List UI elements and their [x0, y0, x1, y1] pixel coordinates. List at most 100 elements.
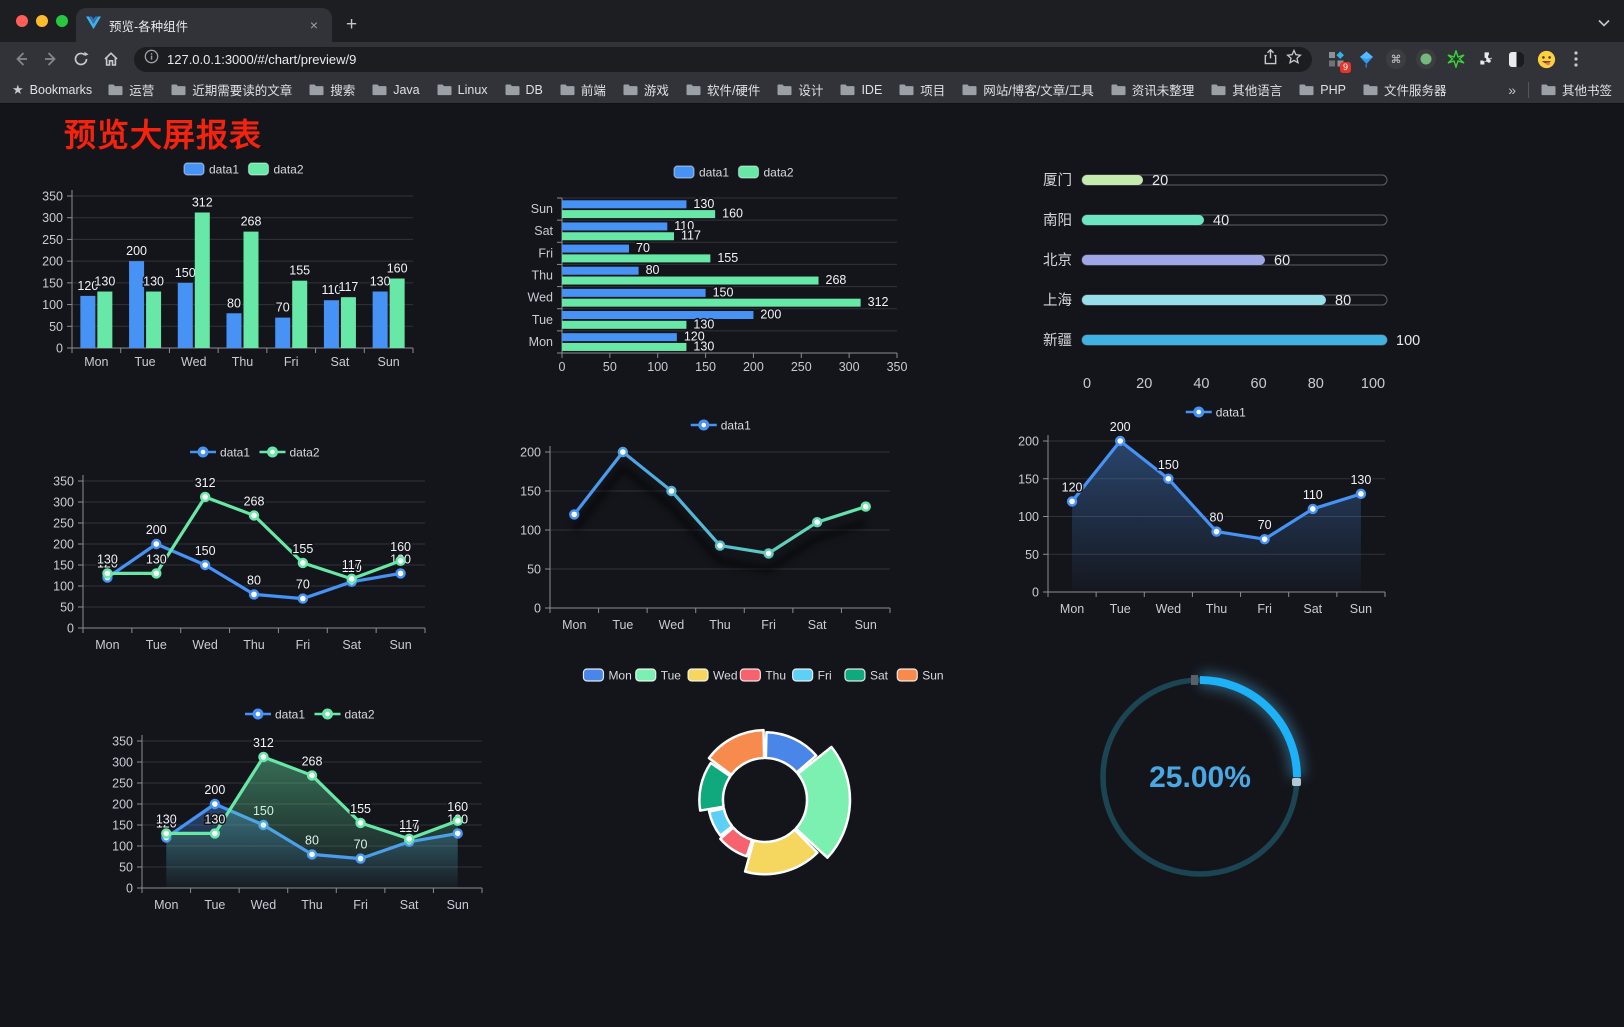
svg-text:130: 130 — [693, 317, 714, 331]
minimize-window-button[interactable] — [36, 15, 48, 27]
svg-text:Fri: Fri — [1257, 602, 1272, 616]
home-button[interactable] — [98, 46, 124, 72]
bookmark-folder[interactable]: 软件/硬件 — [686, 80, 760, 99]
bookmarks-overflow-chevron[interactable]: » — [1508, 81, 1516, 98]
svg-text:100: 100 — [647, 360, 668, 374]
bookmark-folder[interactable]: 设计 — [777, 80, 823, 99]
svg-text:Mon: Mon — [1060, 602, 1084, 616]
bookmark-folder[interactable]: 运营 — [108, 80, 154, 99]
svg-text:data1: data1 — [1216, 406, 1246, 420]
bookmark-folder-list: 运营 近期需要读的文章 搜索 Java Linux DB 前端 游戏 软件/硬件 设计 IDE 项目网… — [108, 80, 1498, 99]
svg-text:Fri: Fri — [818, 669, 832, 683]
svg-text:Sun: Sun — [378, 355, 400, 369]
svg-text:100: 100 — [1018, 510, 1039, 524]
svg-text:150: 150 — [175, 266, 196, 280]
svg-text:Wed: Wed — [528, 291, 554, 305]
folder-icon — [962, 84, 977, 95]
svg-text:160: 160 — [390, 540, 411, 554]
new-tab-button[interactable]: + — [346, 14, 358, 35]
back-button[interactable] — [8, 46, 34, 72]
browser-chrome: 预览-各种组件 × + 127.0.0.1:3000/#/chart/previ… — [0, 0, 1624, 104]
svg-text:40: 40 — [1193, 376, 1209, 392]
folder-icon — [309, 84, 324, 95]
svg-text:60: 60 — [1274, 253, 1290, 269]
other-bookmarks-folder[interactable]: 其他书签 — [1541, 80, 1612, 99]
svg-text:117: 117 — [338, 280, 358, 294]
svg-text:Tue: Tue — [135, 355, 156, 369]
address-bar[interactable]: 127.0.0.1:3000/#/chart/preview/9 — [134, 46, 1312, 72]
bookmark-folder[interactable]: 其他语言 — [1211, 80, 1282, 99]
bookmark-folder[interactable]: 近期需要读的文章 — [171, 80, 292, 99]
svg-text:110: 110 — [399, 821, 419, 835]
bookmark-folder[interactable]: 搜索 — [309, 80, 355, 99]
svg-text:300: 300 — [42, 211, 63, 225]
svg-text:Thu: Thu — [765, 669, 786, 683]
svg-text:200: 200 — [1018, 435, 1039, 449]
svg-text:200: 200 — [760, 308, 781, 322]
svg-text:155: 155 — [717, 251, 738, 265]
command-extension-icon[interactable]: ⌘ — [1384, 47, 1408, 71]
bookmarks-star-icon: ★ — [12, 81, 24, 97]
bookmark-folder[interactable]: 前端 — [560, 80, 606, 99]
svg-text:250: 250 — [42, 233, 63, 247]
site-info-icon[interactable] — [144, 49, 159, 69]
svg-text:Tue: Tue — [532, 313, 553, 327]
bookmarks-divider — [1527, 81, 1529, 98]
svg-text:data1: data1 — [209, 163, 239, 177]
svg-text:268: 268 — [241, 215, 262, 229]
svg-text:200: 200 — [520, 446, 541, 460]
emoji-extension-icon[interactable] — [1534, 47, 1558, 71]
svg-text:50: 50 — [49, 320, 63, 334]
puzzle-extension-icon[interactable] — [1474, 47, 1498, 71]
bookmark-star-icon[interactable] — [1286, 48, 1302, 70]
svg-text:268: 268 — [302, 754, 323, 768]
forward-button[interactable] — [38, 46, 64, 72]
blocks-extension-icon[interactable]: 9 — [1324, 47, 1351, 73]
half-dark-extension-icon[interactable] — [1504, 47, 1528, 71]
svg-text:70: 70 — [636, 241, 650, 255]
svg-text:312: 312 — [868, 295, 889, 309]
folder-icon — [1211, 84, 1226, 95]
bookmark-folder[interactable]: 文件服务器 — [1363, 80, 1446, 99]
bookmark-folder[interactable]: 项目 — [899, 80, 945, 99]
folder-icon — [437, 84, 452, 95]
bookmark-folder[interactable]: Linux — [437, 83, 488, 97]
share-icon[interactable] — [1263, 48, 1278, 70]
green-dot-extension-icon[interactable] — [1414, 47, 1438, 71]
svg-text:0: 0 — [56, 342, 63, 356]
svg-text:南阳: 南阳 — [1043, 212, 1072, 229]
tab-search-chevron-icon[interactable] — [1598, 14, 1610, 32]
bookmarks-label: Bookmarks — [29, 82, 93, 97]
bookmark-folder[interactable]: Java — [372, 83, 420, 97]
url-text[interactable]: 127.0.0.1:3000/#/chart/preview/9 — [167, 51, 357, 67]
line-two-series-chart: data1 data2 0 50 100 150 200 250 300 350 Mon Tue Wed… — [53, 446, 426, 652]
kite-extension-icon[interactable] — [1354, 47, 1378, 71]
bookmark-folder[interactable]: 资讯未整理 — [1111, 80, 1194, 99]
svg-text:200: 200 — [743, 360, 764, 374]
kebab-menu-icon[interactable] — [1564, 47, 1588, 71]
folder-icon — [372, 84, 387, 95]
svg-text:data2: data2 — [290, 446, 320, 460]
reload-button[interactable] — [68, 46, 94, 72]
bookmark-folder[interactable]: 游戏 — [623, 80, 669, 99]
green-star-extension-icon[interactable] — [1444, 47, 1468, 71]
zoom-window-button[interactable] — [56, 15, 68, 27]
tab-close-icon[interactable]: × — [309, 17, 318, 33]
bookmark-folder[interactable]: PHP — [1299, 83, 1346, 97]
bookmark-folder[interactable]: DB — [505, 83, 543, 97]
svg-text:70: 70 — [276, 301, 290, 315]
svg-text:Mon: Mon — [562, 618, 586, 632]
svg-text:200: 200 — [42, 255, 63, 269]
svg-text:北京: 北京 — [1043, 252, 1072, 269]
svg-text:100: 100 — [520, 524, 541, 538]
svg-text:110: 110 — [1303, 488, 1323, 502]
close-window-button[interactable] — [16, 15, 28, 27]
svg-text:⌘: ⌘ — [1391, 54, 1402, 66]
browser-tab[interactable]: 预览-各种组件 × — [76, 8, 332, 42]
svg-text:80: 80 — [227, 296, 241, 310]
svg-text:Sun: Sun — [855, 618, 877, 632]
svg-text:Wed: Wed — [659, 618, 685, 632]
bookmark-folder[interactable]: IDE — [840, 83, 882, 97]
bookmark-folder[interactable]: 网站/博客/文章/工具 — [962, 80, 1094, 99]
svg-text:160: 160 — [722, 207, 743, 221]
